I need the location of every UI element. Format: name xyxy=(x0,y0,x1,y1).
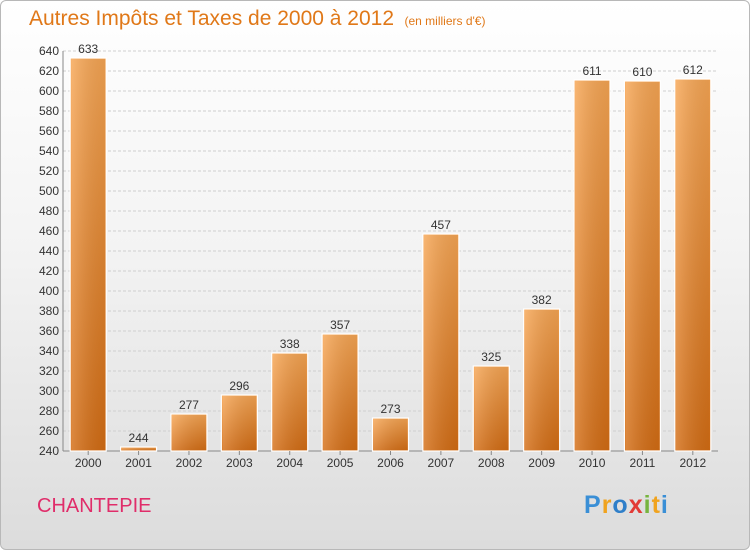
bar-shade xyxy=(625,82,660,450)
x-tick-label: 2009 xyxy=(528,456,555,470)
y-tick-label: 380 xyxy=(39,304,59,318)
y-tick-label: 240 xyxy=(39,444,59,458)
bars: 633 244 277 296 338 357 273 457 325 382 611 610 612 xyxy=(69,42,712,452)
bar-shade xyxy=(524,310,559,450)
x-tick-label: 2003 xyxy=(226,456,253,470)
bar-shade xyxy=(423,235,458,450)
y-tick-label: 340 xyxy=(39,344,59,358)
bar-value-label: 277 xyxy=(179,398,199,412)
chart-title-main: Autres Impôts et Taxes de 2000 à 2012 xyxy=(29,7,395,30)
bar-value-label: 382 xyxy=(532,293,552,307)
x-tick-label: 2011 xyxy=(630,456,656,470)
logo-letter: r xyxy=(601,491,613,519)
proxiti-logo[interactable]: Proxiti xyxy=(584,491,669,520)
commune-name: CHANTEPIE xyxy=(37,495,152,517)
bar-shade xyxy=(121,448,156,450)
y-tick-labels: 240 260 280 300 320 340 360 380 400 420 440 460 480 5… xyxy=(39,44,59,458)
y-tick-label: 640 xyxy=(39,44,59,58)
y-tick-label: 360 xyxy=(39,324,59,338)
x-tick-label: 2008 xyxy=(478,456,505,470)
bar-value-label: 244 xyxy=(129,431,149,445)
logo-letter: P xyxy=(584,491,602,519)
bar-shade xyxy=(675,80,710,450)
bar-value-label: 296 xyxy=(229,379,249,393)
y-tick-label: 460 xyxy=(39,224,59,238)
logo-letter: i xyxy=(643,491,652,519)
bar-value-label: 612 xyxy=(683,63,703,77)
y-tick-label: 400 xyxy=(39,284,59,298)
bar-shade xyxy=(575,81,610,450)
y-tick-label: 500 xyxy=(39,184,59,198)
bar-shade xyxy=(474,367,509,450)
logo-letter: i xyxy=(660,491,669,519)
logo-letter: x xyxy=(628,491,644,519)
y-tick-label: 440 xyxy=(39,244,59,258)
bar-shade xyxy=(71,59,106,450)
x-tick-labels: 2000 2001 2002 2003 2004 2005 2006 2007 2008 2009… xyxy=(75,451,706,470)
bar-value-label: 325 xyxy=(481,350,501,364)
x-tick-label: 2001 xyxy=(125,456,152,470)
y-tick-label: 520 xyxy=(39,164,59,178)
y-tick-label: 540 xyxy=(39,144,59,158)
bar-value-label: 357 xyxy=(330,318,350,332)
chart-title: Autres Impôts et Taxes de 2000 à 2012 (e… xyxy=(29,7,485,31)
y-tick-label: 300 xyxy=(39,384,59,398)
bar-shade xyxy=(171,415,206,450)
gridlines xyxy=(63,50,718,452)
x-tick-label: 2007 xyxy=(428,456,455,470)
bar-value-label: 273 xyxy=(380,402,400,416)
bar-value-label: 633 xyxy=(78,42,98,56)
bar-shade xyxy=(323,335,358,450)
y-tick-label: 260 xyxy=(39,424,59,438)
x-tick-label: 2000 xyxy=(75,456,102,470)
bar-value-label: 611 xyxy=(582,64,601,78)
y-tick-label: 320 xyxy=(39,364,59,378)
y-tick-label: 620 xyxy=(39,64,59,78)
x-tick-label: 2002 xyxy=(176,456,203,470)
bar-shade xyxy=(373,419,408,450)
chart-title-unit: (en milliers d'€) xyxy=(404,14,486,28)
y-tick-label: 560 xyxy=(39,124,59,138)
bar-value-label: 457 xyxy=(431,218,451,232)
bar-value-label: 610 xyxy=(632,65,652,79)
y-tick-label: 600 xyxy=(39,84,59,98)
bar-shade xyxy=(222,396,257,450)
logo-letter: t xyxy=(651,491,661,519)
bar-shade xyxy=(272,354,307,450)
x-tick-label: 2004 xyxy=(276,456,303,470)
logo-letter: o xyxy=(612,491,629,519)
x-tick-label: 2006 xyxy=(377,456,404,470)
x-tick-label: 2005 xyxy=(327,456,354,470)
bar-value-label: 338 xyxy=(280,337,300,351)
y-tick-label: 420 xyxy=(39,264,59,278)
y-tick-label: 580 xyxy=(39,104,59,118)
x-tick-label: 2012 xyxy=(679,456,706,470)
y-tick-label: 480 xyxy=(39,204,59,218)
x-tick-label: 2010 xyxy=(579,456,606,470)
y-tick-label: 280 xyxy=(39,404,59,418)
